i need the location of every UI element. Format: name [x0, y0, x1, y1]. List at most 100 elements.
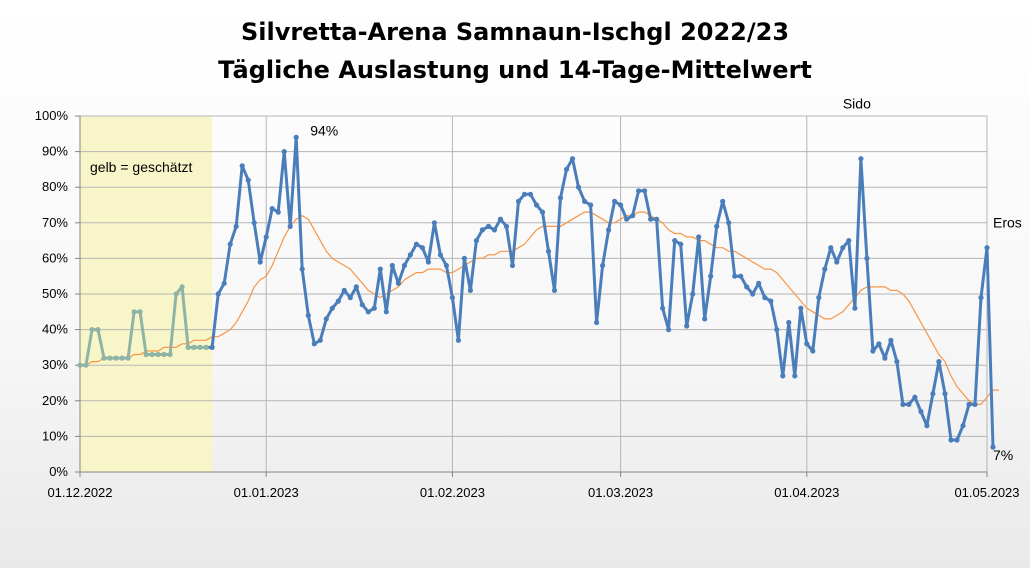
data-point — [594, 319, 600, 326]
data-point — [894, 359, 900, 365]
data-point — [89, 327, 95, 333]
data-point — [984, 245, 990, 251]
data-point — [684, 323, 690, 329]
data-point — [624, 216, 630, 222]
data-point — [936, 359, 942, 365]
data-point — [419, 245, 425, 251]
data-point — [221, 280, 227, 286]
series-line-daily-estimated — [80, 285, 207, 367]
data-point — [287, 223, 293, 229]
data-point — [618, 202, 624, 208]
data-point — [978, 295, 984, 301]
data-point — [359, 302, 365, 308]
data-point — [942, 391, 948, 397]
data-point — [750, 291, 756, 297]
data-point — [588, 202, 594, 208]
data-point — [347, 295, 353, 301]
data-point — [455, 337, 461, 343]
data-point — [101, 355, 107, 361]
data-point — [870, 348, 876, 354]
data-point — [612, 198, 618, 204]
data-point — [539, 209, 546, 215]
data-point — [275, 209, 281, 215]
data-point — [822, 266, 828, 272]
data-point — [185, 344, 191, 350]
y-tick-label: 20% — [42, 393, 68, 408]
data-point — [852, 305, 858, 311]
data-point — [257, 259, 263, 265]
data-point — [744, 284, 750, 290]
data-point — [107, 355, 113, 361]
data-point — [888, 337, 894, 343]
data-point — [912, 394, 918, 400]
data-point — [509, 262, 516, 269]
data-point — [545, 248, 552, 254]
annotation-label: 7% — [993, 447, 1013, 463]
data-point — [780, 373, 786, 379]
data-point — [203, 344, 209, 350]
y-tick-label: 90% — [42, 144, 68, 159]
data-point — [317, 337, 323, 343]
data-point — [467, 287, 473, 293]
data-point — [281, 149, 287, 155]
y-tick-label: 0% — [49, 464, 68, 479]
data-point — [227, 241, 233, 247]
data-point — [431, 220, 437, 226]
data-point — [696, 234, 702, 240]
data-point — [840, 245, 846, 251]
data-point — [527, 191, 534, 197]
data-point — [810, 348, 816, 354]
data-point — [407, 252, 413, 258]
data-point — [582, 198, 588, 204]
data-point — [648, 216, 654, 222]
y-tick-label: 70% — [42, 215, 68, 230]
series-line-average — [80, 211, 999, 405]
data-point — [191, 344, 197, 350]
data-point — [155, 351, 161, 358]
data-point — [449, 295, 455, 301]
data-point — [209, 344, 215, 350]
y-tick-label: 30% — [42, 357, 68, 372]
data-point — [732, 273, 738, 279]
data-point — [966, 401, 972, 407]
data-point — [672, 238, 678, 244]
data-point — [726, 220, 732, 226]
data-point — [660, 305, 666, 311]
data-point — [485, 223, 492, 229]
data-point — [461, 255, 467, 261]
data-point — [95, 327, 101, 333]
data-point — [690, 291, 696, 297]
data-point — [551, 287, 558, 293]
estimated-region-label: gelb = geschätzt — [90, 159, 192, 175]
data-point — [263, 234, 269, 240]
data-point — [738, 273, 744, 279]
data-point — [383, 309, 389, 315]
data-point — [299, 266, 305, 272]
data-point — [756, 280, 762, 286]
data-point — [395, 280, 401, 286]
y-tick-label: 10% — [42, 428, 68, 443]
data-point — [630, 213, 636, 219]
x-tick-label: 01.03.2023 — [588, 485, 653, 500]
data-point — [882, 355, 888, 361]
data-point — [329, 305, 335, 311]
data-point — [137, 309, 143, 315]
data-point — [335, 298, 341, 304]
x-tick-label: 01.01.2023 — [234, 485, 299, 500]
data-point — [864, 255, 870, 261]
chart-title-line-1: Silvretta-Arena Samnaun-Ischgl 2022/23 — [241, 18, 789, 46]
chart-title-line-2: Tägliche Auslastung und 14-Tage-Mittelwe… — [218, 56, 812, 84]
y-tick-label: 40% — [42, 322, 68, 337]
data-point — [119, 355, 125, 361]
data-point — [924, 423, 930, 429]
data-point — [557, 195, 564, 201]
data-point — [786, 319, 792, 326]
data-point — [702, 316, 708, 322]
data-point — [215, 291, 221, 297]
data-point — [636, 188, 642, 194]
y-tick-label: 60% — [42, 250, 68, 265]
x-tick-label: 01.12.2022 — [47, 485, 112, 500]
data-point — [269, 206, 275, 212]
